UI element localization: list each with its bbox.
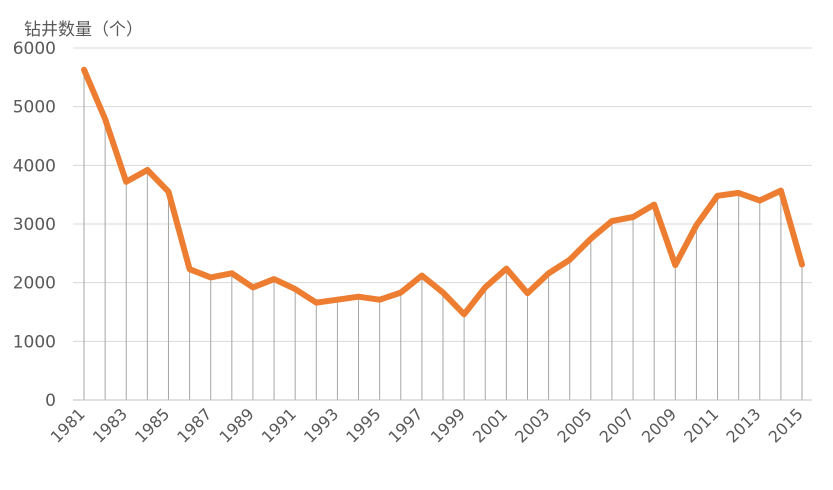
x-tick-label: 2009 xyxy=(638,404,680,446)
drop-lines xyxy=(83,69,803,400)
y-tick-label: 1000 xyxy=(13,332,56,352)
y-tick-label: 0 xyxy=(45,391,56,411)
data-points xyxy=(83,69,803,315)
y-tick-label: 5000 xyxy=(13,98,56,118)
x-tick-label: 2015 xyxy=(765,404,807,446)
x-tick-label: 2005 xyxy=(553,404,595,446)
x-tick-label: 2001 xyxy=(469,404,511,446)
x-tick-label: 1983 xyxy=(89,404,131,446)
x-tick-label: 1989 xyxy=(216,404,258,446)
y-tick-label: 4000 xyxy=(13,156,56,176)
y-axis-ticks: 0 1000 2000 3000 4000 5000 6000 xyxy=(13,39,56,411)
y-axis-label: 钻井数量（个） xyxy=(24,20,143,40)
gridlines xyxy=(73,47,812,342)
x-tick-label: 1985 xyxy=(131,404,173,446)
x-tick-label: 1995 xyxy=(342,404,384,446)
x-tick-label: 1997 xyxy=(384,404,426,446)
y-tick-label: 6000 xyxy=(13,39,56,59)
x-tick-label: 2011 xyxy=(680,404,722,446)
x-tick-label: 1987 xyxy=(173,404,215,446)
x-tick-label: 1991 xyxy=(258,404,300,446)
y-tick-label: 3000 xyxy=(13,215,56,235)
x-tick-label: 2007 xyxy=(596,404,638,446)
x-axis-ticks: 1981 1983 1985 1987 1989 1991 1993 1995 1997 1999… xyxy=(47,404,807,446)
x-tick-label: 2003 xyxy=(511,404,553,446)
x-tick-label: 2013 xyxy=(722,404,764,446)
x-tick-label: 1993 xyxy=(300,404,342,446)
y-tick-label: 2000 xyxy=(13,274,56,294)
x-tick-label: 1999 xyxy=(427,404,469,446)
